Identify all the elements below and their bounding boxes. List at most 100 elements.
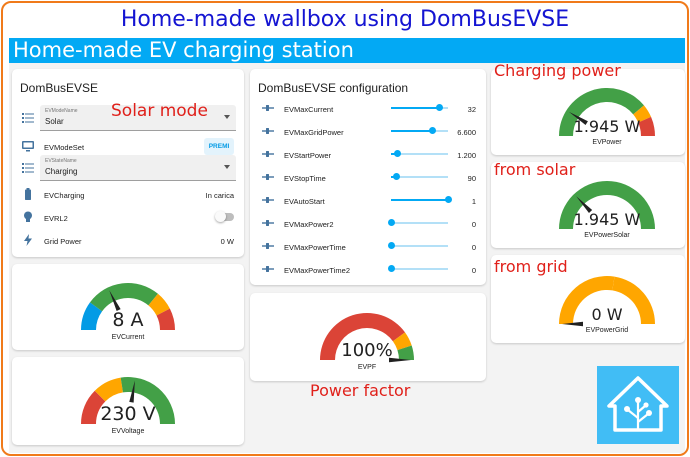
tune-icon xyxy=(262,220,274,226)
lightbulb-icon xyxy=(24,211,32,222)
config-label: EVAutoStart xyxy=(284,197,325,206)
gauge-value-voltage: 230 V xyxy=(100,403,156,425)
config-label: EVStartPower xyxy=(284,151,332,160)
state-select-row: EVStateName Charging xyxy=(12,155,244,181)
slider-knob[interactable] xyxy=(394,150,402,157)
tune-icon xyxy=(262,174,274,180)
config-value: 32 xyxy=(467,105,476,114)
config-label: EVMaxCurrent xyxy=(284,105,334,114)
config-value: 6.600 xyxy=(457,128,476,137)
config-row-evmaxpower2: EVMaxPower2 0 xyxy=(250,212,486,234)
mode-select[interactable]: EVModeName Solar xyxy=(40,105,236,131)
mode-set-row: EVModeSet PREMI xyxy=(12,136,244,158)
gauge-name-current: EVCurrent xyxy=(111,334,145,341)
config-label: EVMaxPowerTime xyxy=(284,243,346,252)
rl2-toggle[interactable] xyxy=(215,211,234,222)
config-slider[interactable] xyxy=(387,242,448,249)
config-row-evstartpower: EVStartPower 1.200 xyxy=(250,143,486,165)
card-title: DomBusEVSE xyxy=(20,81,99,95)
tune-icon xyxy=(262,243,274,249)
config-label: EVMaxGridPower xyxy=(284,128,344,137)
slider-knob[interactable] xyxy=(435,104,443,111)
config-value: 90 xyxy=(467,174,476,183)
charging-label: EVCharging xyxy=(44,191,85,200)
rl2-label: EVRL2 xyxy=(44,214,68,223)
config-value: 1 xyxy=(471,197,476,206)
list-icon xyxy=(22,163,34,173)
state-select[interactable]: EVStateName Charging xyxy=(40,155,236,181)
state-select-label: EVStateName xyxy=(45,158,77,164)
annotation-solar-mode: Solar mode xyxy=(111,101,208,121)
config-slider[interactable] xyxy=(391,173,448,180)
config-label: EVMaxPowerTime2 xyxy=(284,266,350,275)
main-title: Home-made wallbox using DomBusEVSE xyxy=(120,7,570,32)
state-select-value: Charging xyxy=(45,167,78,176)
config-row-evmaxpowertime2: EVMaxPowerTime2 0 xyxy=(250,258,486,280)
gauge-value-solar: 1.945 W xyxy=(573,210,641,229)
annotation-from-grid: from grid xyxy=(494,257,568,276)
battery-icon xyxy=(25,188,31,200)
grid-power-value: 0 W xyxy=(220,237,234,246)
slider-knob[interactable] xyxy=(393,173,401,180)
gauge-name-solar: EVPowerSolar xyxy=(584,232,630,239)
config-slider[interactable] xyxy=(387,265,448,272)
config-row-evmaxpowertime: EVMaxPowerTime 0 xyxy=(250,235,486,257)
config-slider[interactable] xyxy=(391,196,452,203)
config-row-evmaxgridpower: EVMaxGridPower 6.600 xyxy=(250,120,486,142)
charging-row: EVCharging In carica xyxy=(12,184,244,206)
charging-value: In carica xyxy=(205,191,234,200)
config-row-evmaxcurrent: EVMaxCurrent 32 xyxy=(250,97,486,119)
mode-select-label: EVModeName xyxy=(45,108,78,114)
home-assistant-icon xyxy=(607,376,669,432)
gauge-value-pf: 100% xyxy=(341,340,393,361)
config-row-evautostart: EVAutoStart 1 xyxy=(250,189,486,211)
gauge-name-grid: EVPowerGrid xyxy=(585,327,629,334)
gauge-value-power: 1.945 W xyxy=(573,117,641,136)
mode-select-value: Solar xyxy=(45,117,64,126)
slider-knob[interactable] xyxy=(444,196,452,203)
slider-knob[interactable] xyxy=(428,127,436,134)
config-label: EVStopTime xyxy=(284,174,326,183)
config-value: 0 xyxy=(471,220,476,229)
monitor-icon xyxy=(22,141,34,152)
gauge-value-current: 8 A xyxy=(112,309,144,331)
chevron-down-icon xyxy=(224,165,230,169)
tune-icon xyxy=(262,266,274,272)
rl2-row: EVRL2 xyxy=(12,207,244,229)
gauge-name-pf: EVPF xyxy=(357,364,377,371)
tune-icon xyxy=(262,151,274,157)
grid-power-label: Grid Power xyxy=(44,237,82,246)
config-label: EVMaxPower2 xyxy=(284,220,334,229)
slider-knob[interactable] xyxy=(387,219,395,226)
flash-icon xyxy=(24,234,32,246)
slider-knob[interactable] xyxy=(387,242,395,249)
annotation-power-factor: Power factor xyxy=(310,381,411,400)
config-value: 0 xyxy=(471,266,476,275)
premi-button[interactable]: PREMI xyxy=(204,138,234,155)
slider-knob[interactable] xyxy=(387,265,395,272)
gauge-value-grid: 0 W xyxy=(591,305,623,324)
annotation-from-solar: from solar xyxy=(494,160,576,179)
config-card-title: DomBusEVSE configuration xyxy=(258,81,409,95)
config-slider[interactable] xyxy=(387,219,448,226)
mode-select-row: EVModeName Solar xyxy=(12,105,244,131)
config-value: 0 xyxy=(471,243,476,252)
dashboard-banner: Home-made EV charging station xyxy=(9,38,685,63)
list-icon xyxy=(22,113,34,123)
gauge-name-power: EVPower xyxy=(592,139,622,146)
config-value: 1.200 xyxy=(457,151,476,160)
mode-set-label: EVModeSet xyxy=(44,143,85,152)
tune-icon xyxy=(262,105,274,111)
config-slider[interactable] xyxy=(391,150,448,157)
gauge-name-voltage: EVVoltage xyxy=(111,428,145,435)
grid-power-row: Grid Power 0 W xyxy=(12,230,244,252)
tune-icon xyxy=(262,128,274,134)
dombusevse-card: DomBusEVSE EVModeName Solar EVModeSet PR… xyxy=(12,69,244,257)
tune-icon xyxy=(262,197,274,203)
annotation-charging-power: Charging power xyxy=(494,61,621,80)
config-slider[interactable] xyxy=(391,104,448,111)
home-assistant-logo xyxy=(597,366,679,444)
config-card: DomBusEVSE configuration EVMaxCurrent 32 E… xyxy=(250,69,486,285)
config-slider[interactable] xyxy=(391,127,448,134)
